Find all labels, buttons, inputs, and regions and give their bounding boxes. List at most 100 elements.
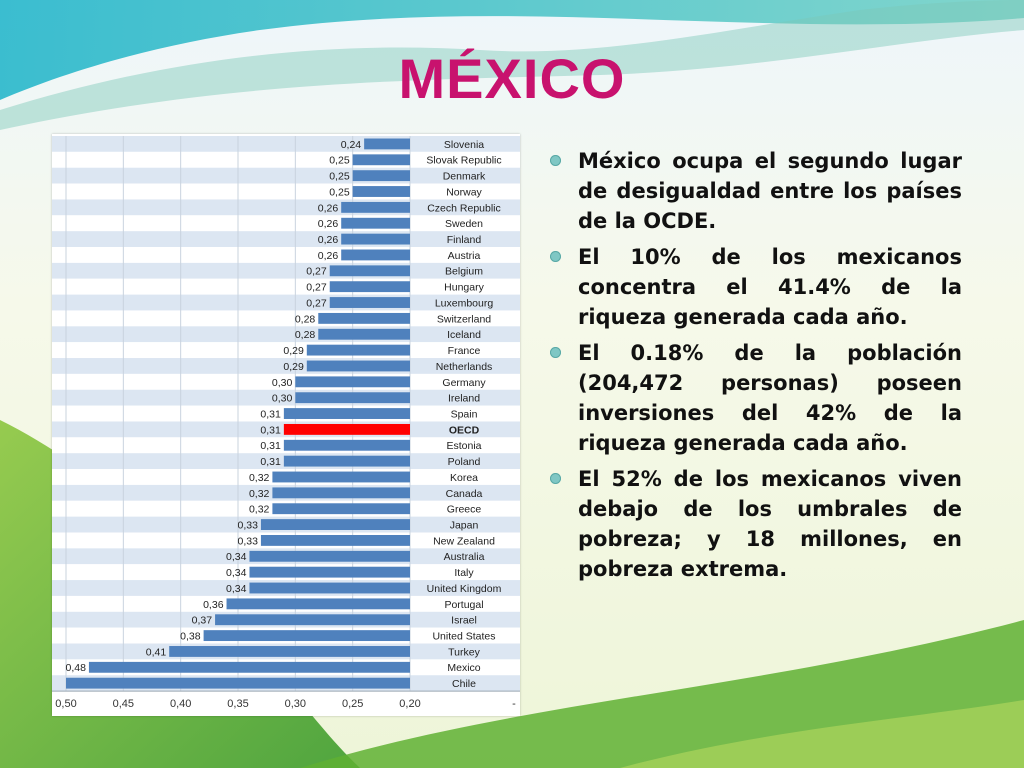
category-label: United States bbox=[432, 631, 495, 643]
x-tick-label: 0,30 bbox=[285, 698, 306, 710]
bar-denmark bbox=[352, 170, 410, 182]
value-label: 0,31 bbox=[260, 424, 281, 436]
category-label: Greece bbox=[447, 504, 482, 516]
value-label: 0,32 bbox=[249, 504, 270, 516]
value-label: 0,26 bbox=[318, 234, 339, 246]
bar-germany bbox=[295, 376, 410, 388]
category-label: Turkey bbox=[448, 646, 480, 658]
category-label: Mexico bbox=[447, 662, 480, 674]
category-label: New Zealand bbox=[433, 535, 495, 547]
x-tick-label: - bbox=[512, 698, 516, 710]
category-label: Austria bbox=[448, 250, 481, 262]
bar-slovenia bbox=[364, 138, 410, 150]
bar-switzerland bbox=[318, 312, 410, 324]
category-label: Japan bbox=[450, 520, 479, 532]
bar-luxembourg bbox=[329, 297, 410, 308]
value-label: 0,25 bbox=[329, 155, 350, 167]
x-tick-label: 0,20 bbox=[399, 698, 420, 710]
bar-australia bbox=[249, 550, 410, 562]
x-tick-label: 0,25 bbox=[342, 698, 363, 710]
bar-ireland bbox=[295, 392, 410, 404]
category-label: Luxembourg bbox=[435, 297, 494, 309]
bullet-dot-icon bbox=[550, 155, 561, 166]
value-label: 0,30 bbox=[272, 377, 293, 389]
value-label: 0,31 bbox=[260, 408, 281, 420]
bullet-item: México ocupa el segundo lugar de desigua… bbox=[548, 146, 962, 236]
category-label: Spain bbox=[451, 408, 478, 420]
category-label: Belgium bbox=[445, 266, 483, 278]
bullet-item: El 0.18% de la población (204,472 person… bbox=[548, 338, 962, 458]
value-label: 0,26 bbox=[318, 218, 339, 230]
value-label: 0,32 bbox=[249, 472, 270, 484]
value-label: 0,26 bbox=[318, 250, 339, 262]
bar-austria bbox=[341, 249, 410, 261]
bar-belgium bbox=[329, 265, 410, 277]
bar-czech-republic bbox=[341, 201, 410, 213]
value-label: 0,34 bbox=[226, 583, 247, 595]
category-label: Canada bbox=[446, 488, 483, 500]
value-label: 0,30 bbox=[272, 393, 293, 405]
value-label: 0,33 bbox=[237, 535, 258, 547]
category-label: Australia bbox=[444, 551, 485, 563]
bar-sweden bbox=[341, 217, 410, 229]
value-label: 0,36 bbox=[203, 599, 224, 611]
category-label: Germany bbox=[442, 377, 486, 389]
value-label: 0,48 bbox=[65, 662, 86, 674]
bullet-list: México ocupa el segundo lugar de desigua… bbox=[548, 146, 962, 590]
value-label: 0,41 bbox=[146, 646, 167, 658]
category-label: Switzerland bbox=[437, 313, 491, 325]
bar-italy bbox=[249, 566, 410, 578]
value-label: 0,27 bbox=[306, 282, 327, 294]
value-label: 0,38 bbox=[180, 631, 201, 643]
category-label: Estonia bbox=[446, 440, 481, 452]
x-tick-label: 0,45 bbox=[113, 698, 134, 710]
x-tick-label: 0,40 bbox=[170, 698, 191, 710]
gini-bar-chart: 0,24 Slovenia 0,25 Slovak Republic 0,25 Denma… bbox=[52, 136, 520, 710]
category-label: Norway bbox=[446, 186, 482, 198]
bar-estonia bbox=[283, 439, 410, 451]
bar-spain bbox=[283, 408, 410, 419]
bar-new-zealand bbox=[260, 535, 410, 546]
bar-united-kingdom bbox=[249, 582, 410, 594]
value-label: 0,24 bbox=[341, 139, 362, 151]
category-label: Slovak Republic bbox=[426, 155, 501, 167]
value-label: 0,31 bbox=[260, 440, 281, 452]
value-label: 0,27 bbox=[306, 266, 327, 278]
value-label: 0,37 bbox=[192, 615, 213, 627]
bar-israel bbox=[215, 614, 410, 626]
bar-turkey bbox=[169, 646, 410, 657]
bullet-dot-icon bbox=[550, 347, 561, 358]
bar-portugal bbox=[226, 598, 410, 610]
bar-france bbox=[306, 344, 410, 356]
category-label: Finland bbox=[447, 234, 482, 246]
bar-hungary bbox=[329, 281, 410, 293]
category-label: Italy bbox=[454, 567, 474, 579]
bar-iceland bbox=[318, 328, 410, 340]
category-label: Israel bbox=[451, 615, 477, 627]
category-label: Ireland bbox=[448, 393, 480, 405]
slide-title: MÉXICO bbox=[398, 47, 626, 110]
bar-chile bbox=[66, 677, 410, 689]
category-label: Czech Republic bbox=[427, 202, 501, 214]
bar-oecd bbox=[283, 423, 410, 435]
bullet-dot-icon bbox=[550, 473, 561, 484]
value-label: 0,27 bbox=[306, 297, 327, 309]
category-label: Netherlands bbox=[436, 361, 493, 373]
bar-korea bbox=[272, 471, 410, 483]
value-label: 0,28 bbox=[295, 329, 316, 341]
value-label: 0,34 bbox=[226, 567, 247, 579]
value-label: 0,29 bbox=[283, 345, 304, 357]
category-label: Iceland bbox=[447, 329, 481, 341]
value-label: 0,31 bbox=[260, 456, 281, 468]
bar-greece bbox=[272, 503, 410, 515]
bullet-item: El 52% de los mexicanos viven debajo de … bbox=[548, 464, 962, 584]
category-label: Poland bbox=[448, 456, 481, 468]
x-tick-label: 0,50 bbox=[55, 698, 76, 710]
value-label: 0,32 bbox=[249, 488, 270, 500]
category-label: Portugal bbox=[444, 599, 483, 611]
category-label: Chile bbox=[452, 678, 476, 690]
x-tick-label: 0,35 bbox=[227, 698, 248, 710]
value-label: 0,33 bbox=[237, 520, 258, 532]
category-label: Sweden bbox=[445, 218, 483, 230]
category-label: United Kingdom bbox=[427, 583, 502, 595]
